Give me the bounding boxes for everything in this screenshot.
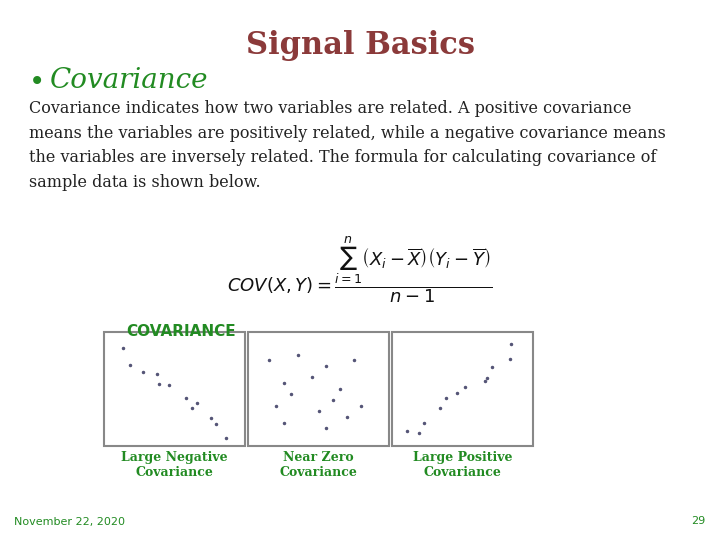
Text: •: •: [29, 68, 45, 96]
Text: COVARIANCE: COVARIANCE: [126, 324, 235, 339]
FancyBboxPatch shape: [392, 332, 533, 446]
Text: $COV(X,Y) = \dfrac{\sum_{i=1}^{n}\left(X_i - \overline{X}\right)\left(Y_i - \ove: $COV(X,Y) = \dfrac{\sum_{i=1}^{n}\left(X…: [228, 235, 492, 305]
Text: Covariance indicates how two variables are related. A positive covariance
means : Covariance indicates how two variables a…: [29, 100, 666, 191]
Text: 29: 29: [691, 516, 706, 526]
Text: Large Positive
Covariance: Large Positive Covariance: [413, 451, 513, 479]
Text: Large Negative
Covariance: Large Negative Covariance: [121, 451, 228, 479]
FancyBboxPatch shape: [248, 332, 389, 446]
Text: Signal Basics: Signal Basics: [246, 30, 474, 60]
Text: November 22, 2020: November 22, 2020: [14, 516, 125, 526]
FancyBboxPatch shape: [104, 332, 245, 446]
Text: Covariance: Covariance: [50, 68, 209, 94]
Text: Near Zero
Covariance: Near Zero Covariance: [279, 451, 358, 479]
